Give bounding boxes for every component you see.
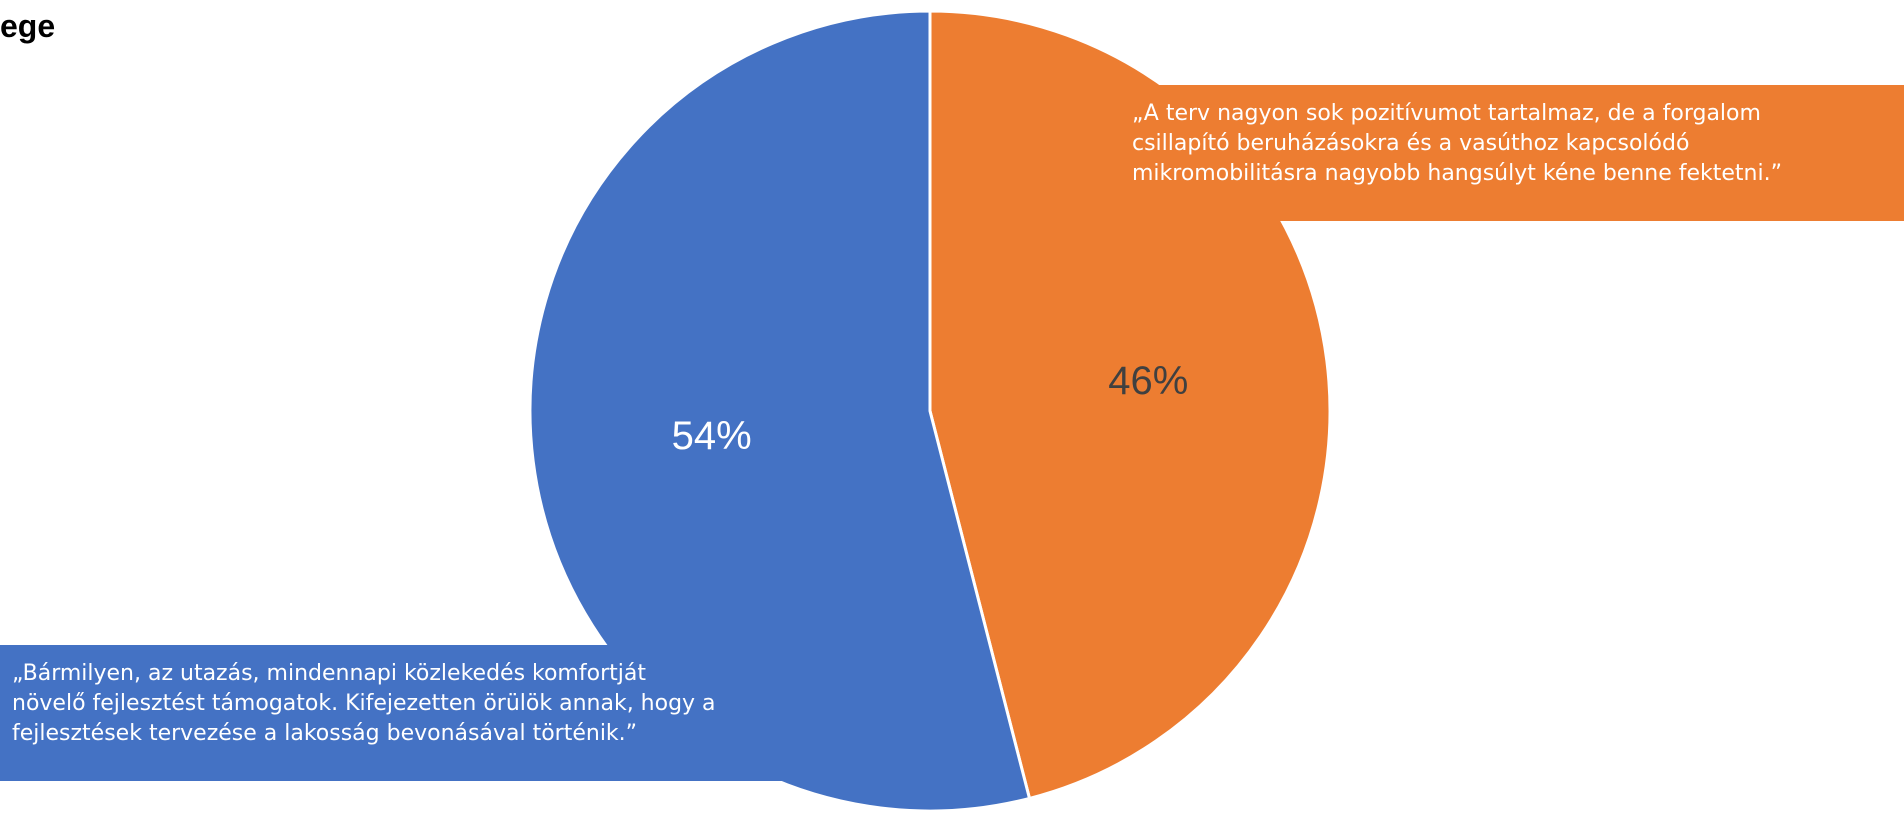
quote-callout-blue: „Bármilyen, az utazás, mindennapi közlek…	[0, 645, 868, 781]
quote-orange-line-3: mikromobilitásra nagyobb hangsúlyt kéne …	[1132, 161, 1782, 186]
pie-slice-label-2: 54%	[672, 414, 752, 458]
quote-blue-line-3: fejlesztések tervezése a lakosság bevoná…	[12, 721, 638, 746]
quote-orange-line-1: „A terv nagyon sok pozitívumot tartalmaz…	[1132, 101, 1761, 126]
quote-callout-orange: „A terv nagyon sok pozitívumot tartalmaz…	[1120, 85, 1904, 221]
quote-orange-line-2: csillapító beruházásokra és a vasúthoz k…	[1132, 131, 1690, 156]
pie-slice-labels: 46% 54%	[672, 359, 1189, 458]
pie-slice-label-1: 46%	[1108, 359, 1188, 403]
quote-blue-line-2: növelő fejlesztést támogatok. Kifejezett…	[12, 691, 716, 716]
chart-title: ege	[0, 8, 56, 44]
quote-blue-line-1: „Bármilyen, az utazás, mindennapi közlek…	[12, 661, 646, 686]
pie-slice-2	[528, 9, 1031, 813]
